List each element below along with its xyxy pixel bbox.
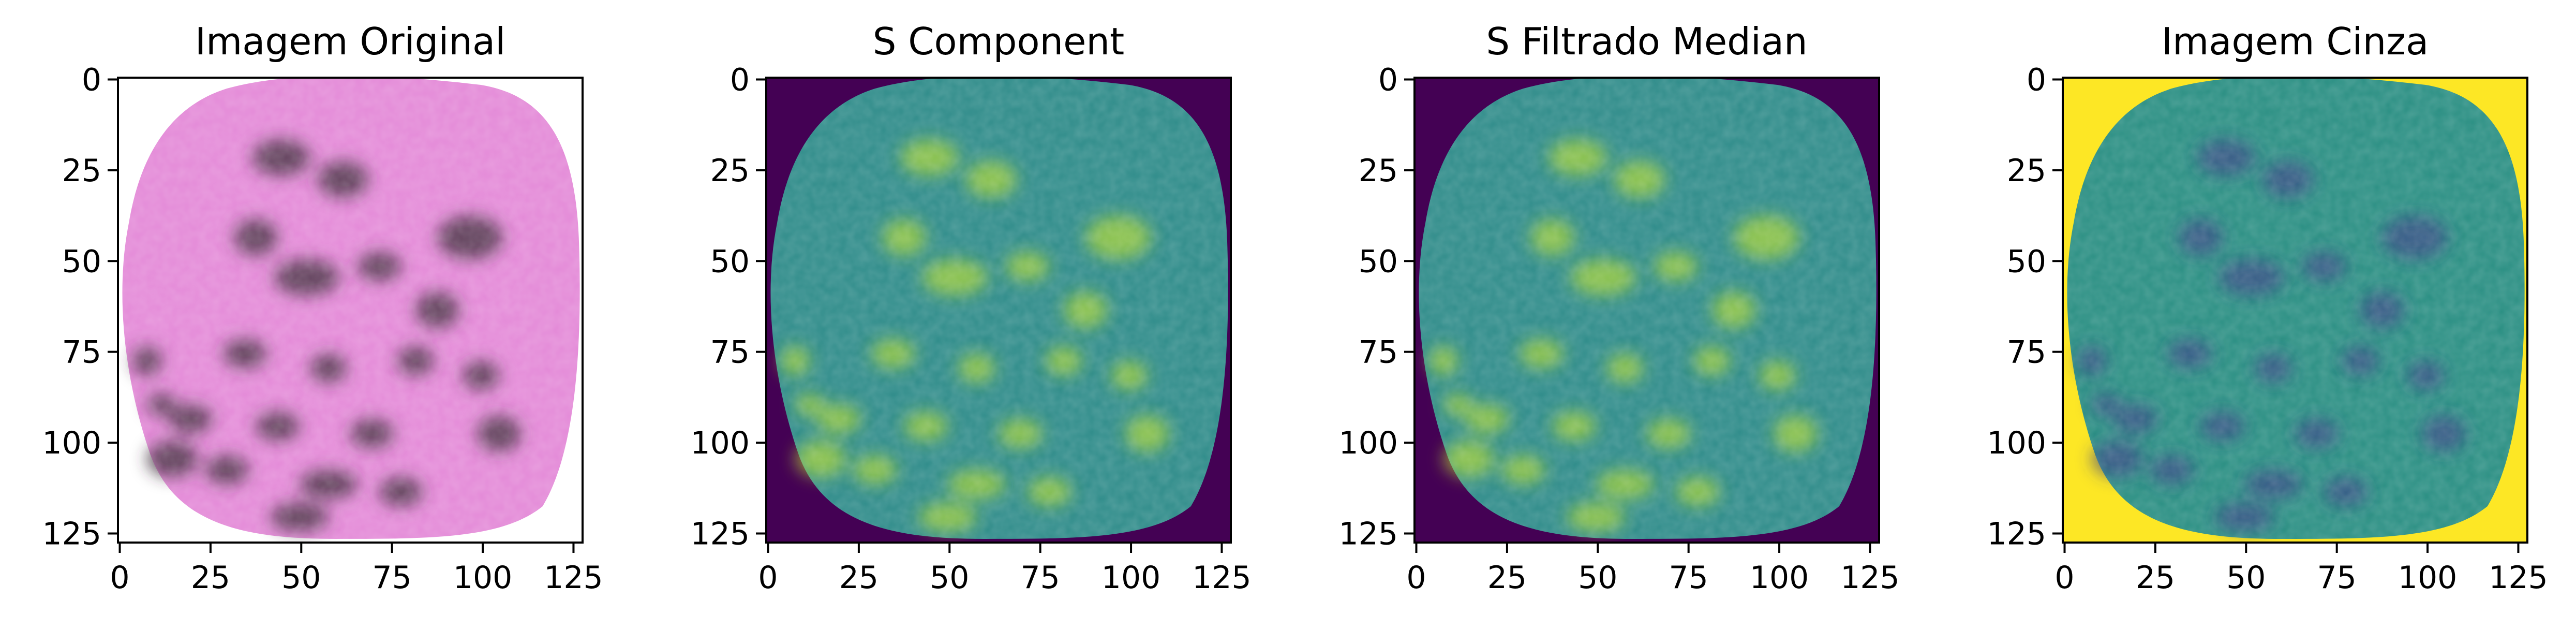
y-tick-label: 100: [690, 425, 750, 461]
y-tick-label: 0: [82, 62, 101, 98]
y-tick-label: 75: [62, 334, 101, 371]
panel-title: Imagem Cinza: [2162, 20, 2429, 63]
x-tick-label: 100: [1101, 560, 1161, 596]
x-tick-label: 0: [2054, 560, 2074, 596]
y-tick-label: 50: [2007, 243, 2046, 280]
x-tick-label: 75: [2317, 560, 2357, 596]
y-tick-label: 100: [1987, 425, 2046, 461]
y-tick-label: 125: [1338, 516, 1398, 552]
y-tick-label: 0: [730, 62, 750, 98]
y-tick-label: 75: [710, 334, 750, 371]
x-tick-label: 75: [1021, 560, 1060, 596]
axes-frame: [765, 77, 1232, 544]
y-tick-label: 125: [1987, 516, 2046, 552]
y-tick-label: 25: [1359, 153, 1398, 189]
y-tick-label: 50: [710, 243, 750, 280]
x-tick-label: 50: [1578, 560, 1617, 596]
x-tick-label: 125: [544, 560, 603, 596]
x-tick-label: 0: [758, 560, 778, 596]
panel-title: Imagem Original: [195, 20, 505, 63]
panel-title: S Filtrado Median: [1486, 20, 1807, 63]
x-tick-label: 25: [1487, 560, 1527, 596]
texture: [122, 78, 580, 539]
x-tick-label: 25: [191, 560, 230, 596]
y-tick-label: 125: [690, 516, 750, 552]
texture: [770, 78, 1228, 539]
x-tick-label: 50: [281, 560, 321, 596]
panel-image: [118, 78, 583, 543]
y-tick-label: 25: [62, 153, 101, 189]
x-tick-label: 125: [1840, 560, 1900, 596]
y-tick-label: 50: [62, 243, 101, 280]
panel-image: [1414, 78, 1879, 543]
x-tick-label: 125: [2489, 560, 2548, 596]
axes-frame: [117, 77, 584, 544]
axes-frame: [1413, 77, 1880, 544]
axes-frame: [2062, 77, 2528, 544]
x-tick-label: 50: [2226, 560, 2266, 596]
panel-image: [2063, 78, 2527, 543]
y-tick-label: 0: [2027, 62, 2046, 98]
y-tick-label: 50: [1359, 243, 1398, 280]
x-tick-label: 25: [839, 560, 878, 596]
texture: [1419, 78, 1877, 539]
y-tick-label: 125: [42, 516, 101, 552]
x-tick-label: 100: [453, 560, 513, 596]
y-tick-label: 25: [710, 153, 750, 189]
y-tick-label: 75: [1359, 334, 1398, 371]
panel-image: [766, 78, 1231, 543]
y-tick-label: 25: [2007, 153, 2046, 189]
texture: [2067, 78, 2525, 539]
x-tick-label: 75: [373, 560, 412, 596]
x-tick-label: 100: [2398, 560, 2458, 596]
y-tick-label: 100: [1338, 425, 1398, 461]
y-tick-label: 75: [2007, 334, 2046, 371]
y-tick-label: 100: [42, 425, 101, 461]
x-tick-label: 0: [1406, 560, 1426, 596]
x-tick-label: 100: [1750, 560, 1809, 596]
panel-title: S Component: [873, 20, 1125, 63]
x-tick-label: 75: [1669, 560, 1708, 596]
y-tick-label: 0: [1378, 62, 1398, 98]
x-tick-label: 0: [110, 560, 129, 596]
x-tick-label: 25: [2136, 560, 2175, 596]
x-tick-label: 50: [930, 560, 969, 596]
x-tick-label: 125: [1192, 560, 1252, 596]
